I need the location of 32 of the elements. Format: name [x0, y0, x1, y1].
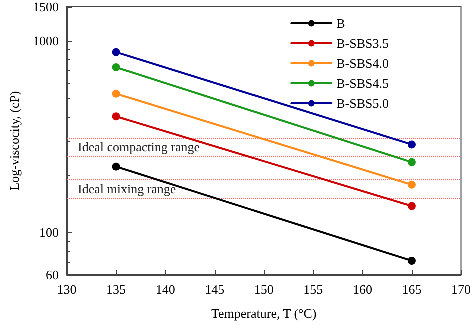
point [112, 48, 120, 56]
x-tick-label: 130 [57, 282, 77, 297]
x-tick-label: 150 [254, 282, 274, 297]
annotation: Ideal mixing range [78, 181, 176, 196]
x-axis-title: Temperature, T (°C) [212, 306, 317, 321]
y-tick-label: 60 [46, 268, 59, 282]
point [112, 64, 120, 72]
x-tick-label: 140 [156, 282, 176, 297]
y-axis-title: Log-viscocity, (cP) [7, 91, 22, 191]
x-tick-label: 155 [304, 282, 324, 297]
x-tick-label: 135 [106, 282, 126, 297]
point [112, 162, 120, 171]
legend-label: B [336, 16, 346, 31]
y-tick-label: 100 [40, 224, 59, 240]
x-tick-label: 160 [352, 282, 372, 297]
point [408, 256, 416, 265]
y-tick-label: 1000 [33, 33, 59, 48]
legend-label: B-SBS4.5 [336, 76, 390, 91]
x-tick-label: 170 [452, 282, 471, 297]
legend-label: B-SBS5.0 [336, 96, 390, 111]
legend-label: B-SBS4.0 [336, 56, 390, 71]
x-tick-label: 165 [402, 282, 422, 297]
point [112, 112, 120, 121]
y-tick-label: 1500 [33, 0, 59, 14]
point [112, 90, 120, 98]
point [408, 140, 416, 149]
point [408, 158, 416, 166]
point [408, 202, 416, 210]
point [408, 180, 416, 189]
x-tick-label: 145 [205, 282, 225, 297]
annotation: Ideal compacting range [78, 140, 200, 155]
legend-label: B-SBS3.5 [336, 36, 390, 51]
